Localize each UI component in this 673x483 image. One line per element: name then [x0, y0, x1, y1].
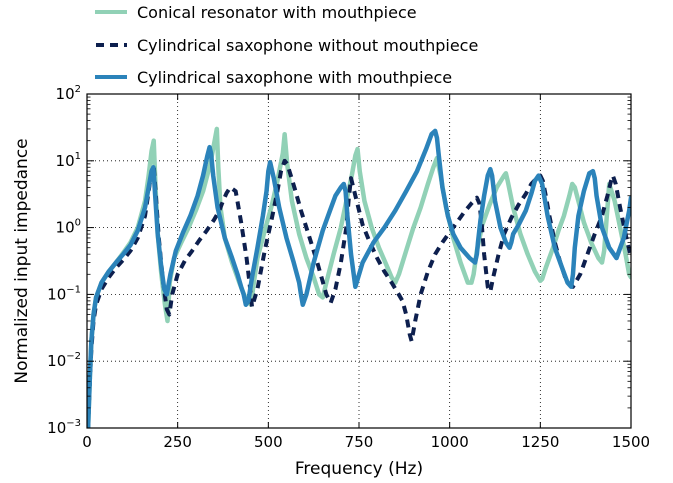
x-tick-label: 1250 — [521, 433, 559, 451]
x-tick-label: 500 — [254, 433, 283, 451]
series-group — [87, 126, 631, 428]
x-tick-label: 1000 — [431, 433, 469, 451]
y-tick-labels: 10−3 10−2 10−1 100 101 102 — [47, 84, 81, 437]
legend-label-2: Cylindrical saxophone without mouthpiece — [137, 36, 478, 55]
x-tick-label: 0 — [82, 433, 92, 451]
x-tick-label: 750 — [345, 433, 374, 451]
y-tick-label: 101 — [56, 151, 81, 170]
y-tick-label: 10−1 — [47, 284, 81, 303]
x-tick-label: 250 — [163, 433, 192, 451]
x-tick-labels: 0 250 500 750 1000 1250 1500 — [82, 433, 650, 451]
x-axis-title: Frequency (Hz) — [295, 459, 423, 479]
series-line-3 — [87, 128, 631, 428]
x-tick-label: 1500 — [612, 433, 650, 451]
legend-label-3: Cylindrical saxophone with mouthpiece — [137, 68, 452, 87]
y-tick-label: 100 — [56, 218, 81, 237]
legend: Conical resonator with mouthpiece Cylindr… — [95, 3, 478, 87]
ticks — [86, 93, 632, 429]
y-tick-label: 10−2 — [47, 351, 81, 370]
y-tick-label: 102 — [56, 84, 81, 103]
y-axis-title: Normalized input impedance — [12, 138, 32, 383]
legend-label-1: Conical resonator with mouthpiece — [137, 3, 417, 22]
y-tick-label: 10−3 — [47, 418, 81, 437]
